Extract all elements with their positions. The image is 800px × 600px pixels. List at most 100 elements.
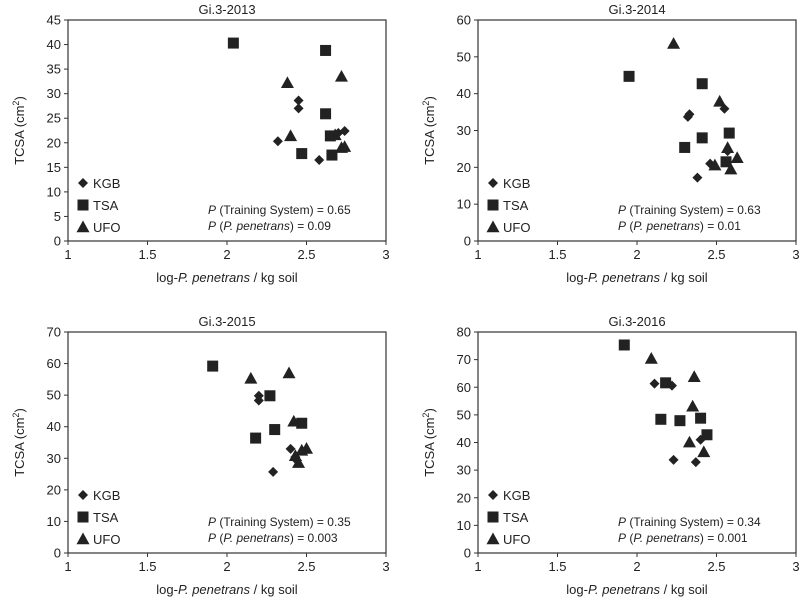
x-axis-label-part: P. penetrans — [178, 270, 251, 285]
data-point-tsa — [227, 37, 239, 49]
y-tick-label: 60 — [47, 356, 61, 371]
p-symbol: P — [208, 219, 216, 233]
data-point-kgb — [268, 466, 279, 477]
x-tick-label: 1 — [64, 559, 71, 574]
y-tick-label: 20 — [457, 160, 471, 175]
x-axis-label: log-P. penetrans / kg soil — [156, 582, 298, 597]
x-tick-label: 1 — [474, 559, 481, 574]
y-tick-label: 15 — [47, 160, 61, 175]
y-axis-label-part: 2 — [11, 413, 21, 418]
panel-2015: Gi.3-2015 0 10 20 30 40 50 60 70 1 1.5 2 2.5 3 log-P. … — [0, 300, 400, 600]
data-point-kgb — [339, 125, 350, 136]
legend-label-tsa: TSA — [93, 198, 119, 213]
x-axis-label-part: P. penetrans — [588, 270, 661, 285]
data-point-ufo — [644, 352, 658, 364]
legend-label-kgb: KGB — [503, 488, 530, 503]
data-point-tsa — [296, 417, 308, 429]
y-tick-label: 30 — [457, 463, 471, 478]
y-tick-label: 60 — [457, 13, 471, 28]
y-axis-label-part: TCSA (cm — [12, 418, 27, 477]
x-axis-label-part: P. penetrans — [588, 582, 661, 597]
series-ufo — [644, 352, 711, 458]
x-axis-label: log-P. penetrans / kg soil — [156, 270, 298, 285]
y-tick-label: 40 — [457, 86, 471, 101]
y-axis-label: TCSA (cm2) — [11, 96, 27, 165]
data-point-ufo — [280, 76, 294, 89]
panel-2013: Gi.3-2013 0 5 10 15 20 25 30 35 40 45 1 1.5 2 2.5 3 log-… — [0, 0, 400, 300]
data-point-ufo — [667, 37, 681, 49]
x-tick-label: 1 — [64, 247, 71, 262]
p-value-text: ( — [216, 219, 223, 233]
y-tick-label: 40 — [47, 419, 61, 434]
series-tsa — [623, 70, 735, 168]
y-tick-label: 35 — [47, 62, 61, 77]
data-point-ufo — [682, 435, 696, 448]
x-tick-label: 2.5 — [297, 247, 315, 262]
data-point-tsa — [660, 377, 672, 389]
y-tick-label: 40 — [457, 435, 471, 450]
series-ufo — [244, 366, 313, 468]
data-point-ufo — [724, 162, 738, 175]
p-value-text: ) = 0.09 — [290, 219, 331, 233]
p-value-training-system: P (Training System) = 0.35 — [208, 515, 351, 529]
legend-square-icon — [77, 511, 89, 523]
y-tick-label: 70 — [47, 325, 61, 340]
y-tick-label: 30 — [47, 451, 61, 466]
y-tick-label: 20 — [457, 490, 471, 505]
p-value-text: ) = 0.001 — [700, 531, 748, 545]
p-value-text: (Training System) = 0.65 — [216, 203, 351, 217]
y-tick-label: 20 — [47, 135, 61, 150]
x-tick-label: 2.5 — [707, 559, 725, 574]
y-tick-label: 50 — [457, 407, 471, 422]
data-point-ufo — [244, 371, 258, 384]
legend-label-tsa: TSA — [503, 198, 529, 213]
legend-label-ufo: UFO — [503, 532, 530, 547]
x-axis-label-part: log- — [156, 582, 178, 597]
p-value-training-system: P (Training System) = 0.63 — [618, 203, 761, 217]
y-axis-label-part: 2 — [11, 101, 21, 106]
data-point-tsa — [623, 70, 635, 82]
p-value-training-system: P (Training System) = 0.34 — [618, 515, 761, 529]
data-point-tsa — [695, 412, 707, 424]
x-tick-label: 2.5 — [297, 559, 315, 574]
y-tick-label: 50 — [47, 388, 61, 403]
series-ufo — [280, 69, 352, 153]
series-ufo — [667, 37, 744, 175]
p-value-training-system: P (Training System) = 0.65 — [208, 203, 351, 217]
p-value-text: (Training System) = 0.34 — [626, 515, 761, 529]
p-value-text: (Training System) = 0.63 — [626, 203, 761, 217]
y-tick-label: 0 — [54, 546, 61, 561]
y-tick-label: 10 — [457, 197, 471, 212]
data-point-ufo — [721, 141, 735, 154]
chart-title: Gi.3-2013 — [198, 2, 255, 17]
y-tick-label: 40 — [47, 37, 61, 52]
legend-label-ufo: UFO — [503, 220, 530, 235]
p-value-penetrans: P (P. penetrans) = 0.003 — [208, 531, 338, 545]
y-axis-label-part: ) — [12, 408, 27, 412]
legend-triangle-icon — [76, 220, 90, 233]
legend-diamond-icon — [488, 178, 498, 188]
y-tick-label: 0 — [464, 546, 471, 561]
data-point-ufo — [708, 158, 722, 171]
data-point-tsa — [674, 415, 686, 427]
p-value-annotations: P (Training System) = 0.65P (P. penetran… — [208, 203, 351, 233]
p-value-text: ) = 0.003 — [290, 531, 338, 545]
data-point-tsa — [207, 360, 219, 372]
data-point-kgb — [668, 454, 679, 465]
y-axis-label: TCSA (cm2) — [421, 96, 437, 165]
data-point-kgb — [684, 109, 695, 120]
legend-label-tsa: TSA — [93, 510, 119, 525]
data-point-ufo — [328, 128, 342, 141]
p-symbol: P — [618, 515, 626, 529]
legend-diamond-icon — [78, 178, 88, 188]
legend-label-kgb: KGB — [93, 176, 120, 191]
data-point-kgb — [314, 154, 325, 165]
legend: KGB TSA UFO — [486, 176, 530, 235]
x-axis-label-part: / kg soil — [660, 270, 708, 285]
y-tick-label: 50 — [457, 49, 471, 64]
data-point-tsa — [723, 127, 735, 139]
p-value-text: P. penetrans — [633, 219, 700, 233]
y-tick-label: 0 — [54, 234, 61, 249]
